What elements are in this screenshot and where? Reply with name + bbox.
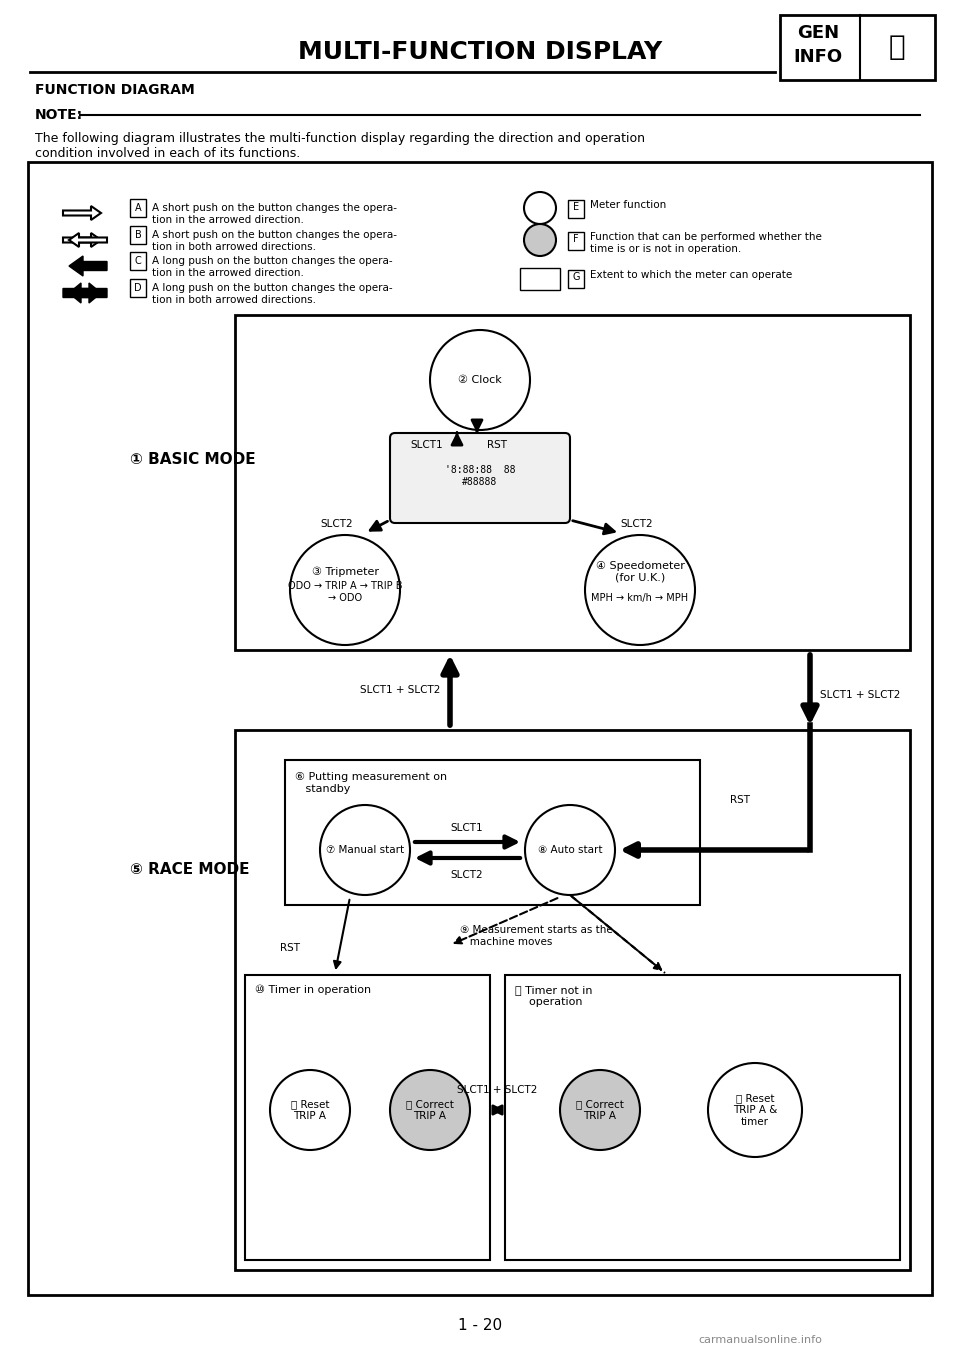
Circle shape bbox=[708, 1063, 802, 1157]
Text: A short push on the button changes the opera-
tion in the arrowed direction.: A short push on the button changes the o… bbox=[152, 202, 397, 224]
Text: B: B bbox=[134, 230, 141, 240]
Bar bbox=[520, 268, 560, 291]
FancyArrow shape bbox=[63, 282, 101, 303]
Circle shape bbox=[560, 1070, 640, 1150]
Text: MULTI-FUNCTION DISPLAY: MULTI-FUNCTION DISPLAY bbox=[298, 39, 662, 64]
Text: ODO → TRIP A → TRIP B
→ ODO: ODO → TRIP A → TRIP B → ODO bbox=[288, 581, 402, 603]
Text: A short push on the button changes the opera-
tion in both arrowed directions.: A short push on the button changes the o… bbox=[152, 230, 397, 251]
Circle shape bbox=[524, 224, 556, 257]
Text: A: A bbox=[134, 202, 141, 213]
Bar bbox=[130, 278, 146, 297]
FancyArrow shape bbox=[63, 234, 101, 247]
Text: Meter function: Meter function bbox=[590, 200, 666, 210]
Text: ⑧ Auto start: ⑧ Auto start bbox=[538, 845, 602, 856]
Bar bbox=[505, 975, 900, 1260]
Text: RST: RST bbox=[280, 942, 300, 953]
FancyArrow shape bbox=[69, 282, 107, 303]
Text: SLCT2: SLCT2 bbox=[320, 519, 352, 530]
Circle shape bbox=[585, 535, 695, 645]
Text: MPH → km/h → MPH: MPH → km/h → MPH bbox=[591, 593, 688, 603]
Text: carmanualsonline.info: carmanualsonline.info bbox=[698, 1335, 822, 1344]
Bar bbox=[780, 15, 935, 80]
Text: ③ Tripmeter: ③ Tripmeter bbox=[311, 566, 378, 577]
Text: SLCT1 + SLCT2: SLCT1 + SLCT2 bbox=[360, 684, 440, 695]
Bar bbox=[130, 225, 146, 244]
FancyArrow shape bbox=[69, 257, 107, 276]
Text: ⑮ Reset
TRIP A &
timer: ⑮ Reset TRIP A & timer bbox=[732, 1093, 778, 1127]
Bar bbox=[130, 200, 146, 217]
Text: ④ Speedometer
(for U.K.): ④ Speedometer (for U.K.) bbox=[595, 561, 684, 583]
Text: SLCT1: SLCT1 bbox=[450, 823, 483, 832]
Bar bbox=[245, 975, 490, 1260]
Text: Function that can be performed whether the
time is or is not in operation.: Function that can be performed whether t… bbox=[590, 232, 822, 254]
Text: SLCT1 + SLCT2: SLCT1 + SLCT2 bbox=[457, 1085, 538, 1095]
Text: G: G bbox=[572, 272, 580, 282]
Bar bbox=[235, 315, 910, 650]
Text: SLCT2: SLCT2 bbox=[450, 870, 483, 880]
Circle shape bbox=[290, 535, 400, 645]
Bar bbox=[130, 253, 146, 270]
Text: ⑪ Reset
TRIP A: ⑪ Reset TRIP A bbox=[291, 1099, 329, 1120]
Bar bbox=[28, 162, 932, 1296]
Text: SLCT2: SLCT2 bbox=[620, 519, 653, 530]
Bar bbox=[568, 200, 584, 219]
Text: ② Clock: ② Clock bbox=[458, 375, 502, 386]
FancyArrow shape bbox=[63, 206, 101, 220]
Text: C: C bbox=[134, 257, 141, 266]
FancyArrow shape bbox=[69, 234, 107, 247]
Text: ⑭ Correct
TRIP A: ⑭ Correct TRIP A bbox=[576, 1099, 624, 1120]
Text: F: F bbox=[573, 234, 579, 244]
Text: NOTE:: NOTE: bbox=[35, 109, 84, 122]
Text: E: E bbox=[573, 202, 579, 212]
Circle shape bbox=[524, 191, 556, 224]
Text: ⑬ Timer not in
    operation: ⑬ Timer not in operation bbox=[515, 985, 592, 1006]
Circle shape bbox=[430, 330, 530, 430]
Text: ⑥ Putting measurement on
   standby: ⑥ Putting measurement on standby bbox=[295, 771, 447, 793]
Text: A long push on the button changes the opera-
tion in the arrowed direction.: A long push on the button changes the op… bbox=[152, 257, 393, 277]
Text: The following diagram illustrates the multi-function display regarding the direc: The following diagram illustrates the mu… bbox=[35, 132, 645, 160]
Circle shape bbox=[525, 805, 615, 895]
Text: RST: RST bbox=[730, 794, 750, 805]
Text: Extent to which the meter can operate: Extent to which the meter can operate bbox=[590, 270, 792, 280]
Text: ⑫ Correct
TRIP A: ⑫ Correct TRIP A bbox=[406, 1099, 454, 1120]
Text: ⑩ Timer in operation: ⑩ Timer in operation bbox=[255, 985, 372, 995]
Text: INFO: INFO bbox=[793, 48, 843, 67]
Text: D: D bbox=[134, 282, 142, 293]
Bar bbox=[285, 760, 700, 904]
Circle shape bbox=[390, 1070, 470, 1150]
Text: RST: RST bbox=[487, 440, 507, 449]
Text: 1 - 20: 1 - 20 bbox=[458, 1317, 502, 1332]
Text: ⑦ Manual start: ⑦ Manual start bbox=[326, 845, 404, 856]
FancyBboxPatch shape bbox=[390, 433, 570, 523]
Text: FUNCTION DIAGRAM: FUNCTION DIAGRAM bbox=[35, 83, 195, 96]
Text: ⑨ Measurement starts as the
   machine moves: ⑨ Measurement starts as the machine move… bbox=[460, 925, 612, 947]
Text: A long push on the button changes the opera-
tion in both arrowed directions.: A long push on the button changes the op… bbox=[152, 282, 393, 304]
Text: ⑤ RACE MODE: ⑤ RACE MODE bbox=[130, 862, 250, 877]
Text: 🏍: 🏍 bbox=[889, 33, 905, 61]
Bar bbox=[568, 232, 584, 250]
Text: SLCT1: SLCT1 bbox=[410, 440, 443, 449]
Text: '8:88:88  88
#88888: '8:88:88 88 #88888 bbox=[444, 466, 516, 486]
Text: GEN: GEN bbox=[797, 24, 839, 42]
Text: ① BASIC MODE: ① BASIC MODE bbox=[130, 452, 255, 467]
Circle shape bbox=[270, 1070, 350, 1150]
Circle shape bbox=[320, 805, 410, 895]
Bar bbox=[235, 731, 910, 1270]
Text: SLCT1 + SLCT2: SLCT1 + SLCT2 bbox=[820, 690, 900, 699]
Bar bbox=[568, 270, 584, 288]
